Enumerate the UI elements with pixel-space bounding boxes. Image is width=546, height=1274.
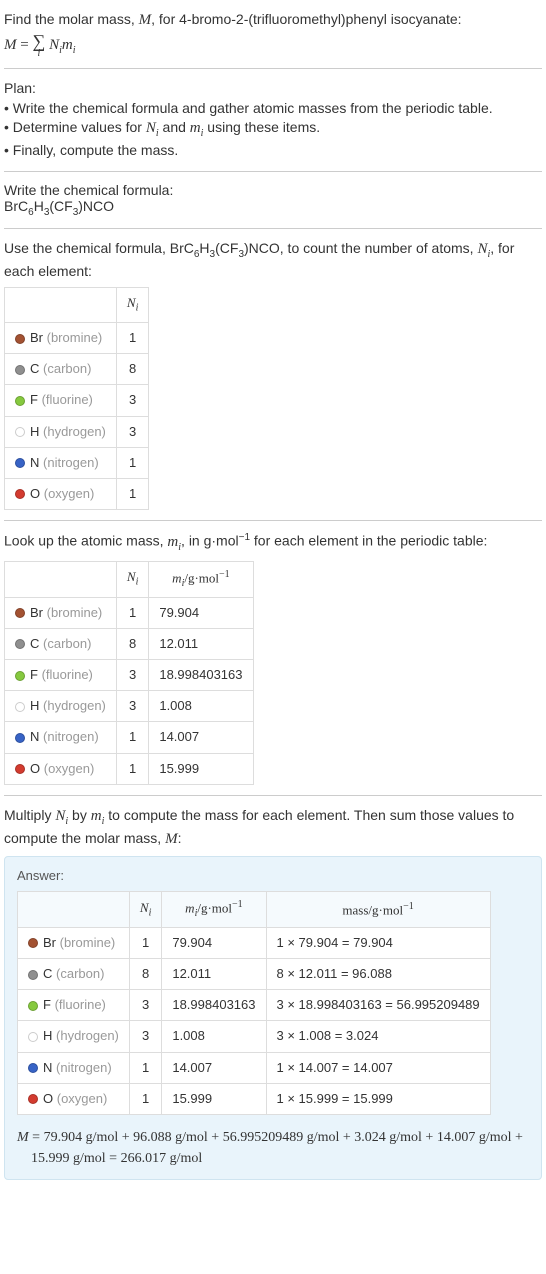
table-row: C (carbon)8 [5, 354, 149, 385]
mult-text-a: Multiply [4, 807, 55, 823]
table-row: O (oxygen)115.9991 × 15.999 = 15.999 [18, 1083, 491, 1114]
table-row: N (nitrogen)114.0071 × 14.007 = 14.007 [18, 1052, 491, 1083]
table-row: Br (bromine)179.9041 × 79.904 = 79.904 [18, 927, 491, 958]
count-text-b: , to count the number of atoms, [280, 240, 478, 256]
col-Ni: Ni [116, 288, 148, 323]
mass-text-b: , in g·mol [181, 533, 239, 549]
intro-text-b: , for 4-bromo-2-(trifluoromethyl)phenyl … [151, 11, 461, 27]
col-mass: mass/g·mol−1 [266, 891, 490, 927]
mult-text-d: : [178, 830, 182, 846]
table-row: H (hydrogen)3 [5, 416, 149, 447]
table-row: H (hydrogen)31.008 [5, 691, 254, 722]
table-row: Br (bromine)179.904 [5, 597, 254, 628]
final-sum: = 79.904 g/mol + 96.088 g/mol + 56.99520… [29, 1130, 523, 1166]
var-M: M [139, 12, 152, 28]
plan-bullet-1: • Write the chemical formula and gather … [4, 99, 542, 119]
table-row: F (fluorine)318.9984031633 × 18.99840316… [18, 990, 491, 1021]
mass-text-c: for each element in the periodic table: [250, 533, 487, 549]
count-atoms-section: Use the chemical formula, BrC6H3(CF3)NCO… [4, 233, 542, 516]
intro-text-a: Find the molar mass, [4, 11, 139, 27]
plan-b2-c: using these items. [203, 119, 320, 135]
col-mi: mi/g·mol−1 [149, 561, 253, 597]
final-M: M [17, 1130, 29, 1145]
plan-bullet-3: • Finally, compute the mass. [4, 141, 542, 161]
count-text-a: Use the chemical formula, [4, 240, 170, 256]
table-row: F (fluorine)3 [5, 385, 149, 416]
table-row: N (nitrogen)1 [5, 447, 149, 478]
table-row: F (fluorine)318.998403163 [5, 660, 254, 691]
answer-box: Answer: Ni mi/g·mol−1 mass/g·mol−1 Br (b… [4, 856, 542, 1180]
molar-mass-formula: M = ∑i Nimi [4, 33, 542, 58]
plan-section: Plan: • Write the chemical formula and g… [4, 73, 542, 167]
plan-b2-a: • Determine values for [4, 119, 146, 135]
table-row: C (carbon)812.0118 × 12.011 = 96.088 [18, 959, 491, 990]
mult-text-b: by [68, 807, 91, 823]
table-row: H (hydrogen)31.0083 × 1.008 = 3.024 [18, 1021, 491, 1052]
write-formula-title: Write the chemical formula: [4, 182, 542, 198]
atomic-mass-section: Look up the atomic mass, mi, in g·mol−1 … [4, 525, 542, 791]
table-row: O (oxygen)115.999 [5, 753, 254, 784]
chemical-formula: BrC6H3(CF3)NCO [4, 198, 542, 218]
col-Ni: Ni [116, 561, 148, 597]
final-equation: M = 79.904 g/mol + 96.088 g/mol + 56.995… [17, 1127, 529, 1169]
neg1-sup: −1 [239, 532, 250, 543]
table-row: Br (bromine)1 [5, 322, 149, 353]
plan-bullet-2: • Determine values for Ni and mi using t… [4, 118, 542, 141]
answer-label: Answer: [17, 867, 529, 885]
answer-table: Ni mi/g·mol−1 mass/g·mol−1 Br (bromine)1… [17, 891, 491, 1115]
plan-b2-b: and [159, 119, 190, 135]
col-mi: mi/g·mol−1 [162, 891, 266, 927]
table-row: C (carbon)812.011 [5, 628, 254, 659]
write-formula-section: Write the chemical formula: BrC6H3(CF3)N… [4, 176, 542, 224]
mass-text-a: Look up the atomic mass, [4, 533, 167, 549]
plan-title: Plan: [4, 79, 542, 99]
col-Ni: Ni [129, 891, 161, 927]
table-row: N (nitrogen)114.007 [5, 722, 254, 753]
chemical-formula-inline: BrC6H3(CF3)NCO [170, 240, 280, 256]
problem-statement: Find the molar mass, M, for 4-bromo-2-(t… [4, 4, 542, 64]
multiply-section: Multiply Ni by mi to compute the mass fo… [4, 800, 542, 1186]
table-row: O (oxygen)1 [5, 478, 149, 509]
atom-count-table: Ni Br (bromine)1C (carbon)8F (fluorine)3… [4, 287, 149, 510]
atomic-mass-table: Ni mi/g·mol−1 Br (bromine)179.904C (carb… [4, 561, 254, 785]
